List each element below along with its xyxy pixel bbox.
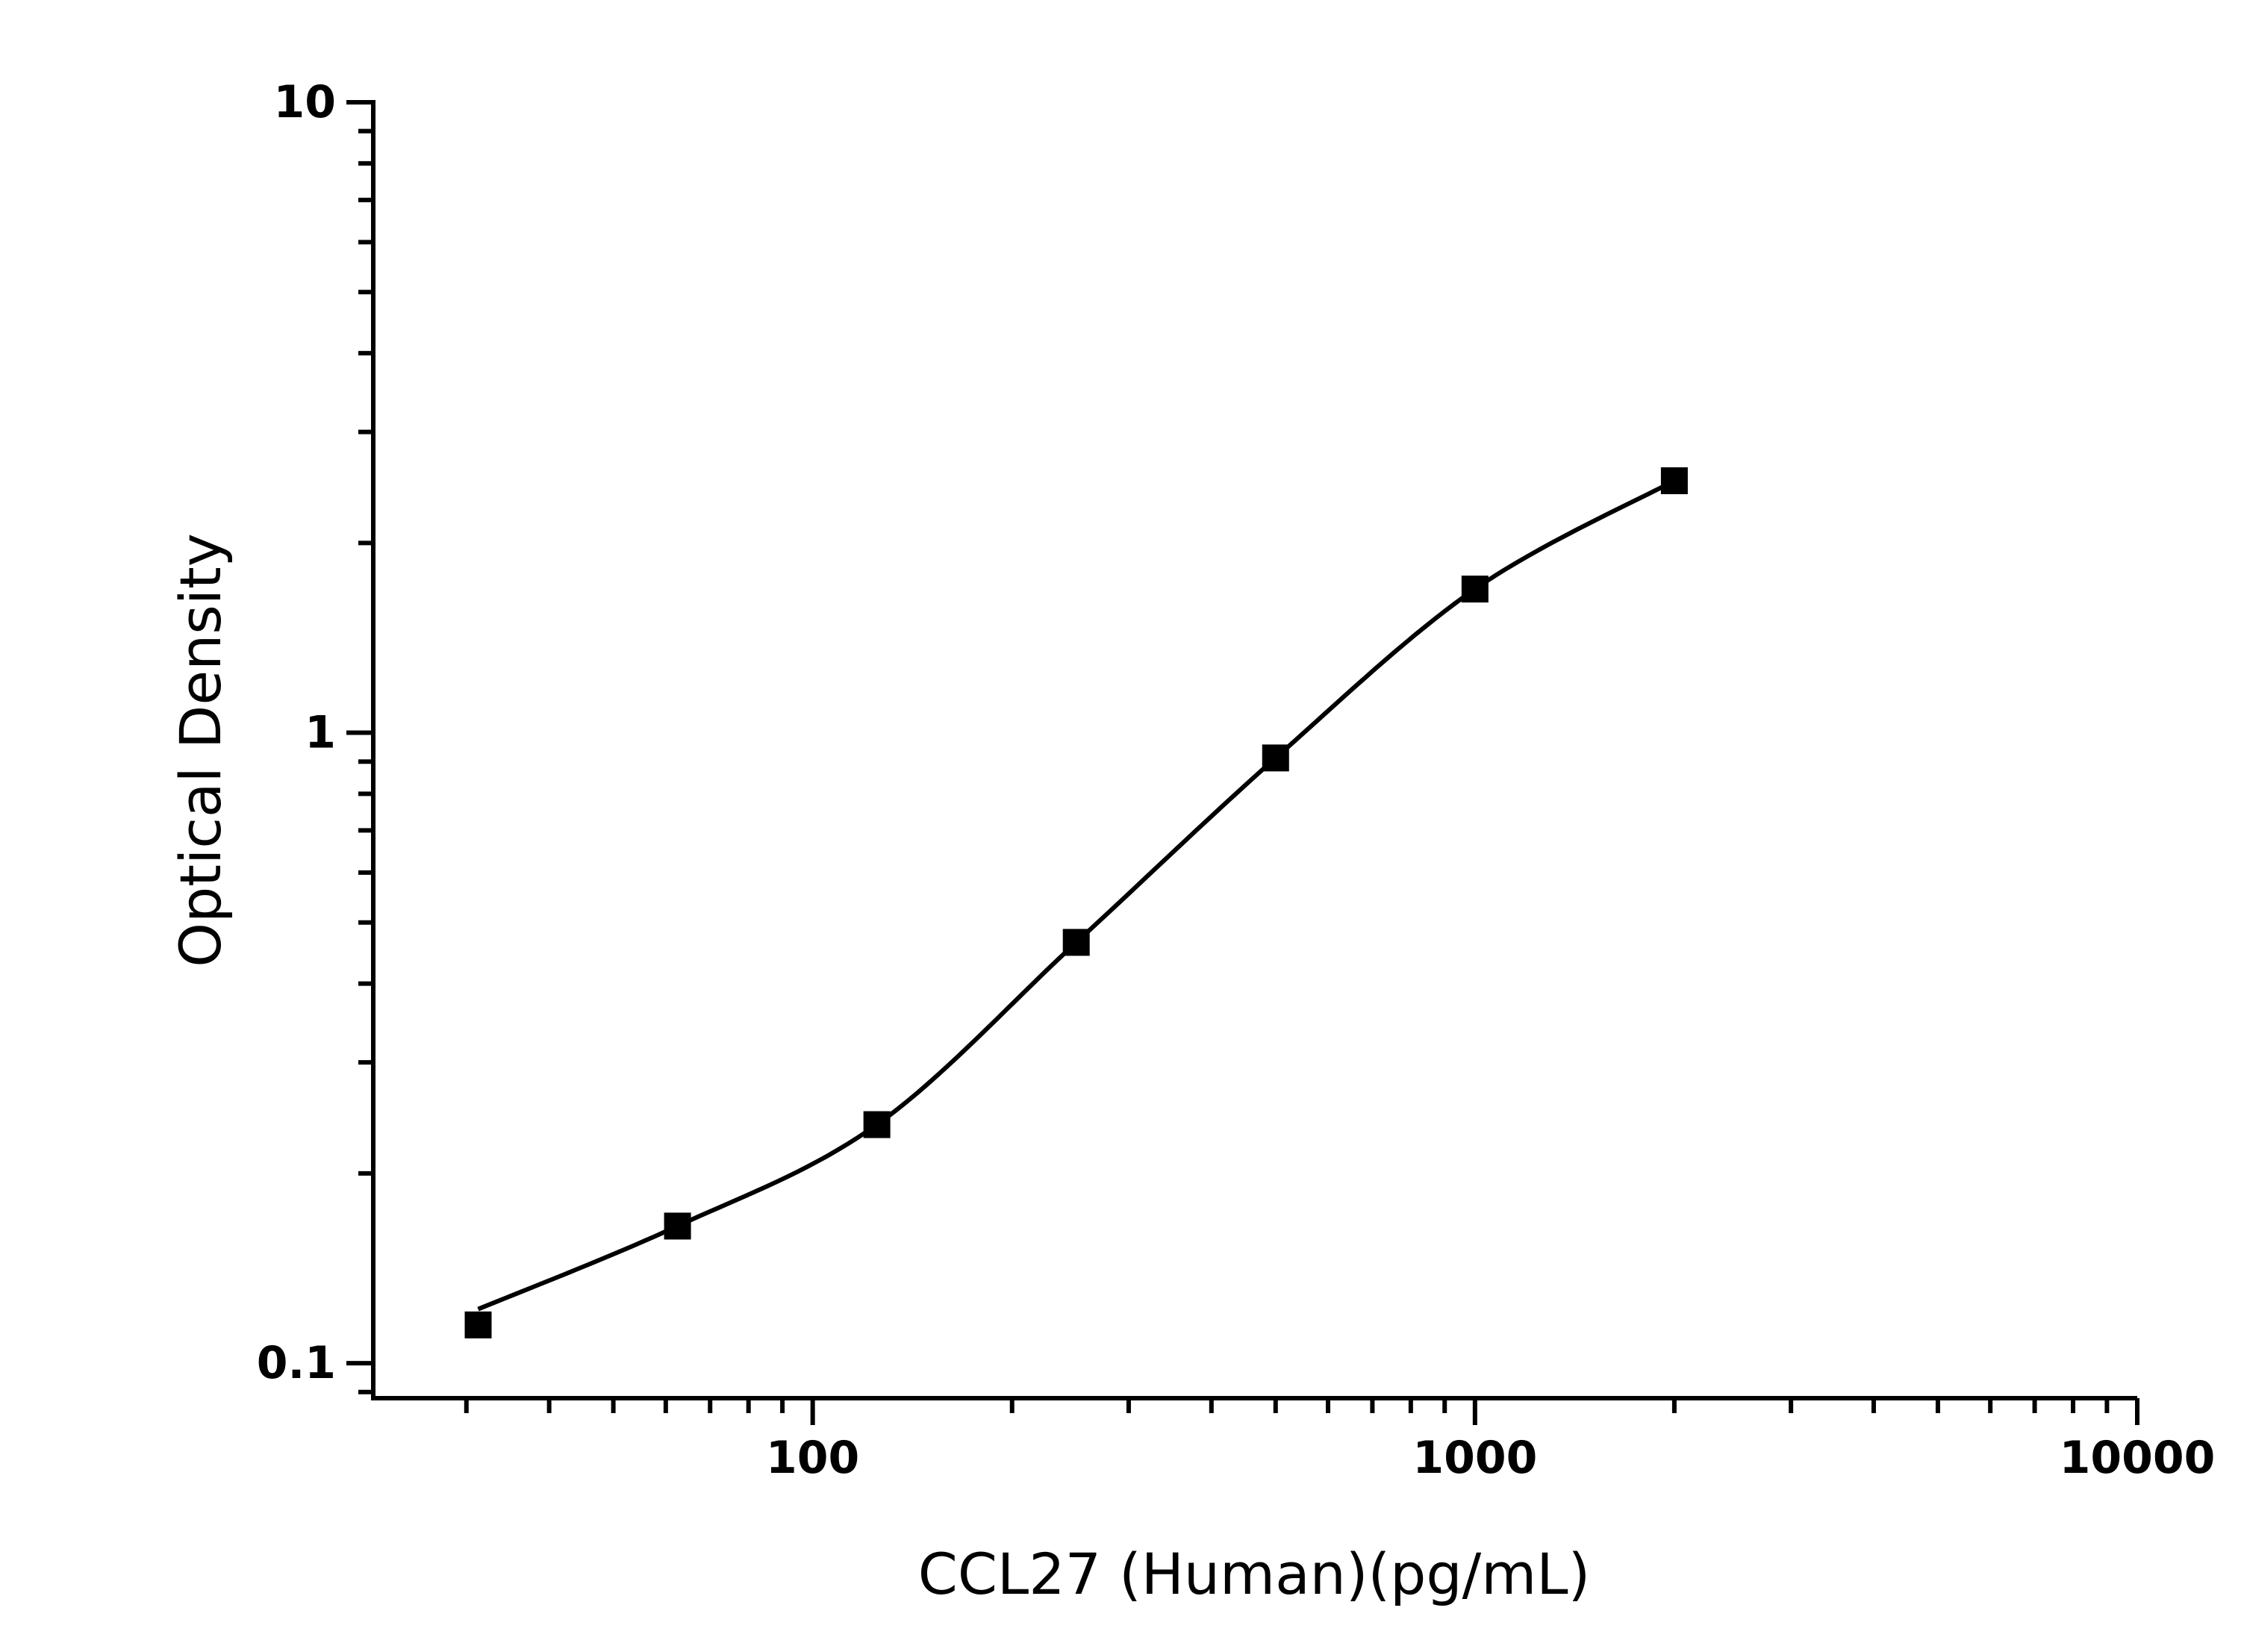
fit-curve-layer: [477, 479, 1676, 1312]
data-points: [464, 467, 1688, 1338]
data-point-marker: [863, 1111, 891, 1138]
x-tick-labels: 100 1000 10000: [766, 1432, 2215, 1484]
axes: [346, 100, 2139, 1425]
y-tick-label: 1: [305, 707, 336, 759]
x-tick-label: 1000: [1412, 1432, 1537, 1484]
y-axis-title: Optical Density: [167, 533, 234, 967]
data-point-marker: [464, 1311, 492, 1338]
x-tick-label: 100: [766, 1432, 859, 1484]
x-tick-label: 10000: [2060, 1432, 2216, 1484]
data-point-marker: [664, 1212, 691, 1240]
y-tick-labels: 0.1 1 10: [257, 76, 336, 1389]
y-tick-label: 0.1: [257, 1337, 336, 1389]
fit-curve-line: [477, 479, 1676, 1312]
data-point-marker: [1062, 929, 1090, 956]
data-point-marker: [1262, 744, 1289, 772]
data-point-marker: [1660, 467, 1688, 495]
y-tick-label: 10: [274, 76, 337, 128]
data-point-marker: [1461, 576, 1489, 603]
x-axis-title: CCL27 (Human)(pg/mL): [918, 1541, 1591, 1607]
